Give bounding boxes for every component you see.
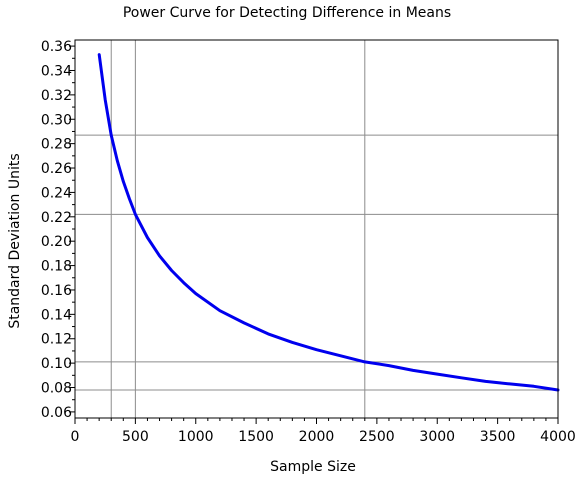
x-tick-label: 500 (122, 429, 149, 445)
curve-layer (97, 53, 560, 392)
x-tick-label: 0 (71, 429, 80, 445)
x-tick-label: 4000 (540, 429, 575, 445)
chart-title: Power Curve for Detecting Difference in … (123, 5, 451, 21)
x-tick-label: 3000 (419, 429, 455, 445)
reference-lines (75, 40, 559, 418)
y-tick-label: 0.30 (41, 112, 72, 128)
x-axis: 0 500 1000 1500 2000 2500 3000 3500 4000 (71, 418, 575, 445)
x-tick-label: 1000 (178, 429, 214, 445)
y-tick-label: 0.06 (41, 405, 72, 421)
y-tick-label: 0.22 (41, 210, 72, 226)
y-axis: 0.06 0.08 0.10 0.12 0.14 0.16 0.18 0.20 0.22 0.24… (41, 39, 75, 421)
y-tick-label: 0.36 (41, 39, 72, 55)
y-tick-label: 0.14 (41, 307, 72, 323)
y-tick-label: 0.24 (41, 185, 72, 201)
y-tick-label: 0.32 (41, 88, 72, 104)
y-tick-label: 0.08 (41, 381, 72, 397)
x-tick-label: 2500 (359, 429, 395, 445)
x-tick-label: 1500 (238, 429, 274, 445)
y-tick-label: 0.16 (41, 283, 72, 299)
y-tick-label: 0.28 (41, 137, 72, 153)
y-axis-label: Standard Deviation Units (7, 153, 23, 328)
series-line-0 (97, 53, 560, 392)
y-tick-label: 0.20 (41, 234, 72, 250)
y-tick-label: 0.12 (41, 332, 72, 348)
y-tick-label: 0.34 (41, 63, 72, 79)
x-tick-label: 2000 (299, 429, 335, 445)
plot-frame (74, 39, 559, 419)
x-axis-label: Sample Size (270, 459, 356, 475)
y-tick-label: 0.26 (41, 161, 72, 177)
y-tick-label: 0.18 (41, 259, 72, 275)
y-tick-label: 0.10 (41, 356, 72, 372)
x-tick-label: 3500 (480, 429, 516, 445)
